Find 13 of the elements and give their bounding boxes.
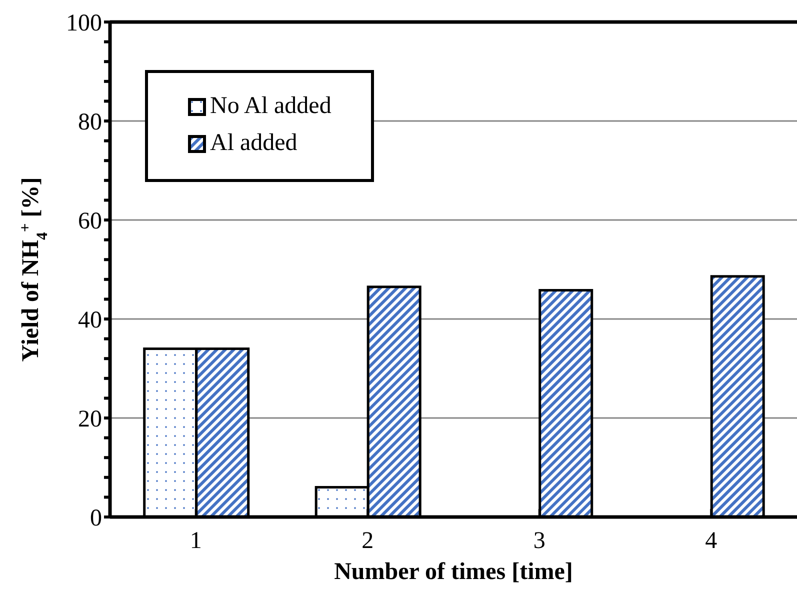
x-tick-label: 1 — [190, 528, 202, 554]
legend-label: No Al added — [210, 93, 332, 120]
y-tick-label: 100 — [66, 10, 102, 37]
x-tick-label: 4 — [705, 528, 718, 554]
legend-label: Al added — [210, 130, 298, 157]
y-tick-label: 20 — [78, 406, 102, 433]
x-tick-label: 3 — [533, 528, 546, 554]
x-axis-title: Number of times [time] — [334, 559, 573, 585]
y-tick-label: 0 — [90, 506, 102, 532]
y-tick-label: 80 — [78, 110, 102, 136]
y-tick-label: 60 — [78, 208, 102, 235]
x-tick-label: 2 — [362, 528, 374, 554]
y-tick-label: 40 — [78, 308, 102, 334]
